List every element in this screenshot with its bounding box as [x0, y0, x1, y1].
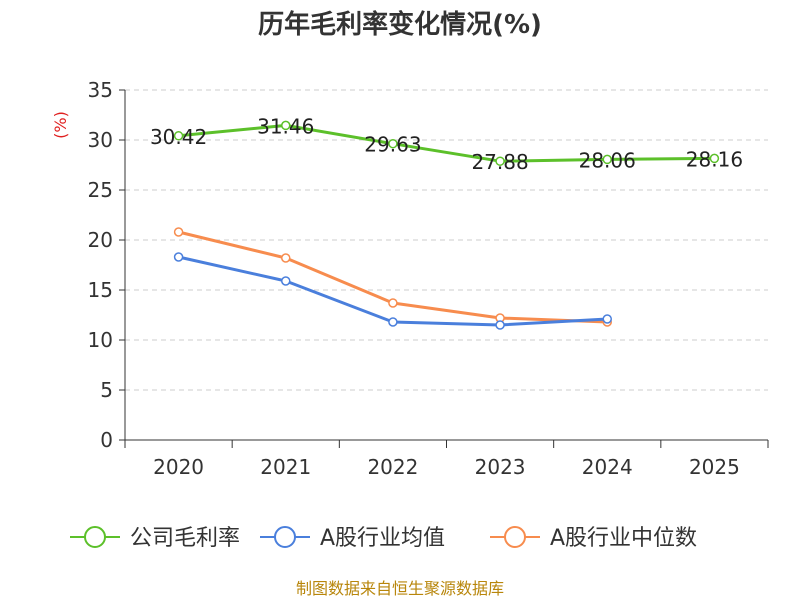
legend-label: A股行业均值 [320, 526, 445, 551]
y-tick-label: 10 [88, 328, 113, 352]
y-tick-label: 5 [100, 378, 113, 402]
legend-label: 公司毛利率 [130, 526, 240, 551]
x-tick-label: 2022 [367, 455, 418, 479]
data-point[interactable] [173, 227, 184, 237]
x-tick-label: 2024 [582, 455, 633, 479]
legend[interactable]: 公司毛利率 A股行业均值 A股行业中位数 [70, 526, 697, 551]
legend-item[interactable]: A股行业均值 [260, 526, 445, 551]
data-label: 31.46 [257, 114, 314, 138]
y-tick-label: 30 [88, 128, 113, 152]
legend-marker-icon [84, 526, 106, 548]
source-note: 制图数据来自恒生聚源数据库 [296, 579, 504, 598]
y-axis-label: (%) [51, 111, 70, 139]
data-label: 27.88 [471, 150, 528, 174]
data-point[interactable] [709, 153, 720, 164]
legend-label: A股行业中位数 [550, 526, 697, 551]
x-tick-label: 2020 [153, 455, 204, 479]
data-point[interactable] [388, 317, 398, 327]
data-point[interactable] [281, 253, 291, 263]
data-label: 28.16 [686, 147, 743, 171]
data-label-layer: 30.42 31.46 29.63 27.88 28.06 28.16 [150, 114, 743, 174]
grid-layer [125, 89, 768, 391]
data-point[interactable] [495, 156, 505, 166]
y-tick-label: 35 [88, 78, 113, 102]
data-point[interactable] [281, 120, 291, 131]
data-label: 30.42 [150, 125, 207, 149]
data-point[interactable] [281, 276, 291, 286]
y-tick-label: 15 [88, 278, 113, 302]
data-point[interactable] [173, 252, 184, 262]
data-point[interactable] [602, 314, 612, 324]
series-line [178, 230, 608, 324]
y-tick-label: 20 [88, 228, 113, 252]
data-point[interactable] [388, 298, 398, 308]
legend-marker-icon [504, 526, 526, 548]
chart-title: 历年毛利率变化情况(%) [258, 9, 542, 40]
data-point[interactable] [388, 138, 398, 149]
data-point[interactable] [495, 320, 505, 330]
legend-item[interactable]: 公司毛利率 [70, 526, 240, 551]
series-line [178, 123, 715, 163]
data-label: 28.06 [579, 148, 636, 172]
legend-marker-icon [274, 526, 296, 548]
x-tick-label: 2025 [689, 455, 740, 479]
data-point[interactable] [602, 154, 612, 165]
legend-item[interactable]: A股行业中位数 [490, 526, 697, 551]
x-tick-label: 2023 [475, 455, 526, 479]
data-point[interactable] [173, 131, 184, 141]
x-tick-label: 2021 [260, 455, 311, 479]
series-layer [173, 120, 720, 330]
data-label: 29.63 [364, 133, 421, 157]
series-line [178, 255, 608, 327]
y-tick-label: 0 [100, 428, 113, 452]
y-tick-label: 25 [88, 178, 113, 202]
